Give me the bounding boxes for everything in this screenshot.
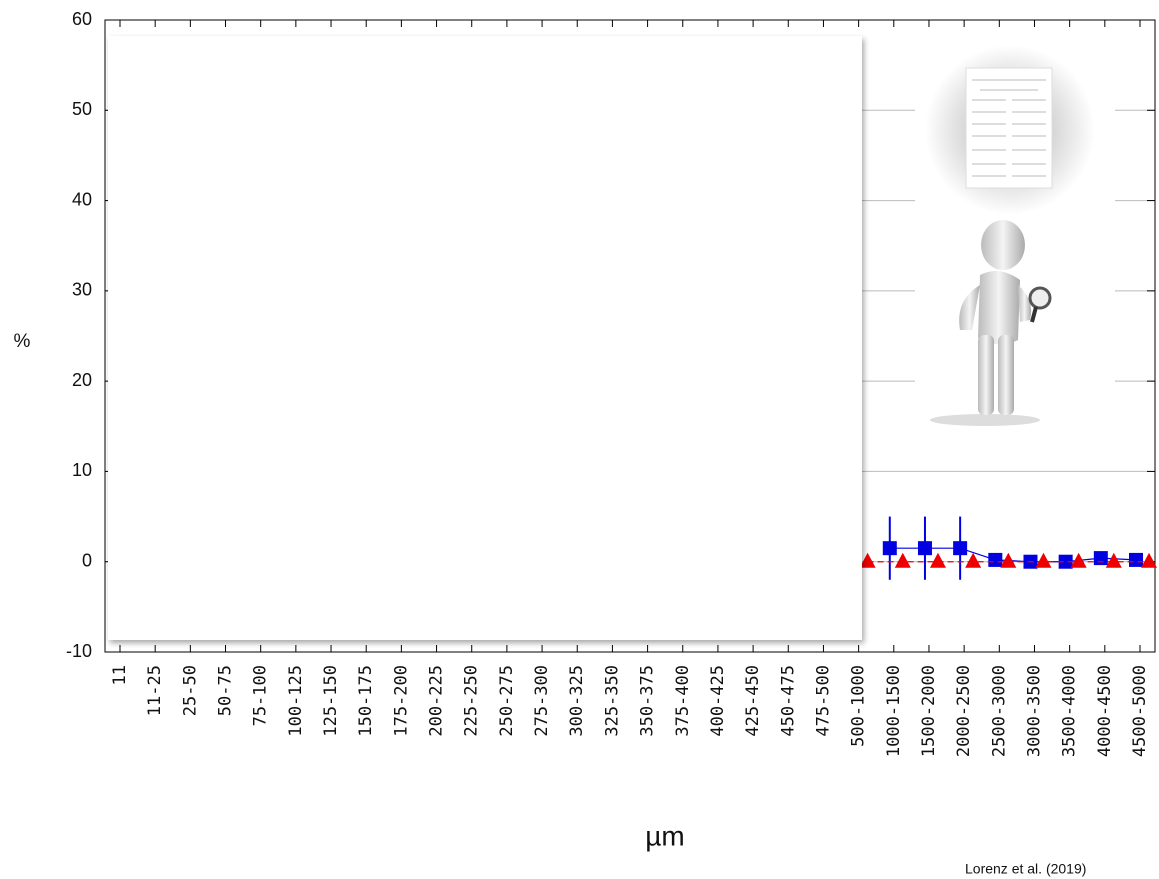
y-tick-label: -10 <box>66 641 92 661</box>
point <box>1000 552 1017 568</box>
y-tick-label: 0 <box>82 550 92 570</box>
x-tick-label: 75-100 <box>251 665 271 726</box>
point <box>859 552 876 568</box>
x-tick-label: 1500-2000 <box>919 665 939 757</box>
overlay <box>108 36 1115 640</box>
x-tick-label: 225-250 <box>462 665 482 737</box>
figure <box>959 220 1032 415</box>
point <box>1093 551 1108 566</box>
magnifier <box>1028 286 1052 310</box>
x-tick-label: 300-325 <box>567 665 587 737</box>
point <box>1035 552 1052 568</box>
x-tick-label: 3000-3500 <box>1024 665 1044 757</box>
x-tick-label: 450-475 <box>778 665 798 737</box>
x-tick-label: 1000-1500 <box>884 665 904 757</box>
y-tick-label: 40 <box>72 189 92 209</box>
source: Lorenz et al. (2019) <box>965 861 1086 877</box>
overlay-box <box>108 36 862 640</box>
x-tick-label: 400-425 <box>708 665 728 737</box>
magnifier-handle <box>1030 306 1038 323</box>
x-tick-label: 250-275 <box>497 665 517 737</box>
y-tick-label: 60 <box>72 9 92 29</box>
x-tick-label: 2000-2500 <box>954 665 974 757</box>
x-tick-label: 4500-5000 <box>1130 665 1150 757</box>
point <box>929 552 946 568</box>
x-tick-label: 125-150 <box>321 665 341 737</box>
x-tick-label: 500-1000 <box>849 665 869 747</box>
plot-frame <box>104 19 1156 653</box>
x-axis-label: µm <box>645 820 684 851</box>
x-tick-label: 50-75 <box>216 665 236 716</box>
point <box>1141 552 1157 568</box>
x-tick-label: 11-25 <box>145 665 165 716</box>
x-tick-label: 425-450 <box>743 665 763 737</box>
x-tick-label: 175-200 <box>391 665 411 737</box>
y-tick-label: 10 <box>72 460 92 480</box>
document-icon <box>965 67 1053 189</box>
x-tick-label: 375-400 <box>673 665 693 737</box>
point <box>965 552 982 568</box>
x-tick-label: 4000-4500 <box>1095 665 1115 757</box>
point <box>1070 552 1087 568</box>
picture <box>915 45 1115 430</box>
point <box>882 541 897 556</box>
x-tick-label: 25-50 <box>180 665 200 716</box>
x-tick-label: 3500-4000 <box>1060 665 1080 757</box>
x-tick-label: 150-175 <box>356 665 376 737</box>
point <box>1129 552 1143 567</box>
y-axis-label: % <box>14 331 31 352</box>
point <box>1105 552 1122 568</box>
point <box>917 541 932 556</box>
y-tick-label: 30 <box>72 280 92 300</box>
point <box>894 552 911 568</box>
x-tick-label: 475-500 <box>813 665 833 737</box>
point <box>1058 554 1073 569</box>
x-tick-label: 2500-3000 <box>989 665 1009 757</box>
x-tick-label: 275-300 <box>532 665 552 737</box>
x-tick-label: 350-375 <box>638 665 658 737</box>
x-tick-label: 325-350 <box>602 665 622 737</box>
x-tick-label: 11 <box>110 665 130 685</box>
x-tick-label: 200-225 <box>427 665 447 737</box>
y-tick-label: 50 <box>72 99 92 119</box>
point <box>988 552 1003 567</box>
document-lines <box>972 79 1046 177</box>
figure-shadow <box>930 414 1040 426</box>
point <box>953 541 968 556</box>
y-tick-label: 20 <box>72 370 92 390</box>
x-tick-label: 100-125 <box>286 665 306 737</box>
